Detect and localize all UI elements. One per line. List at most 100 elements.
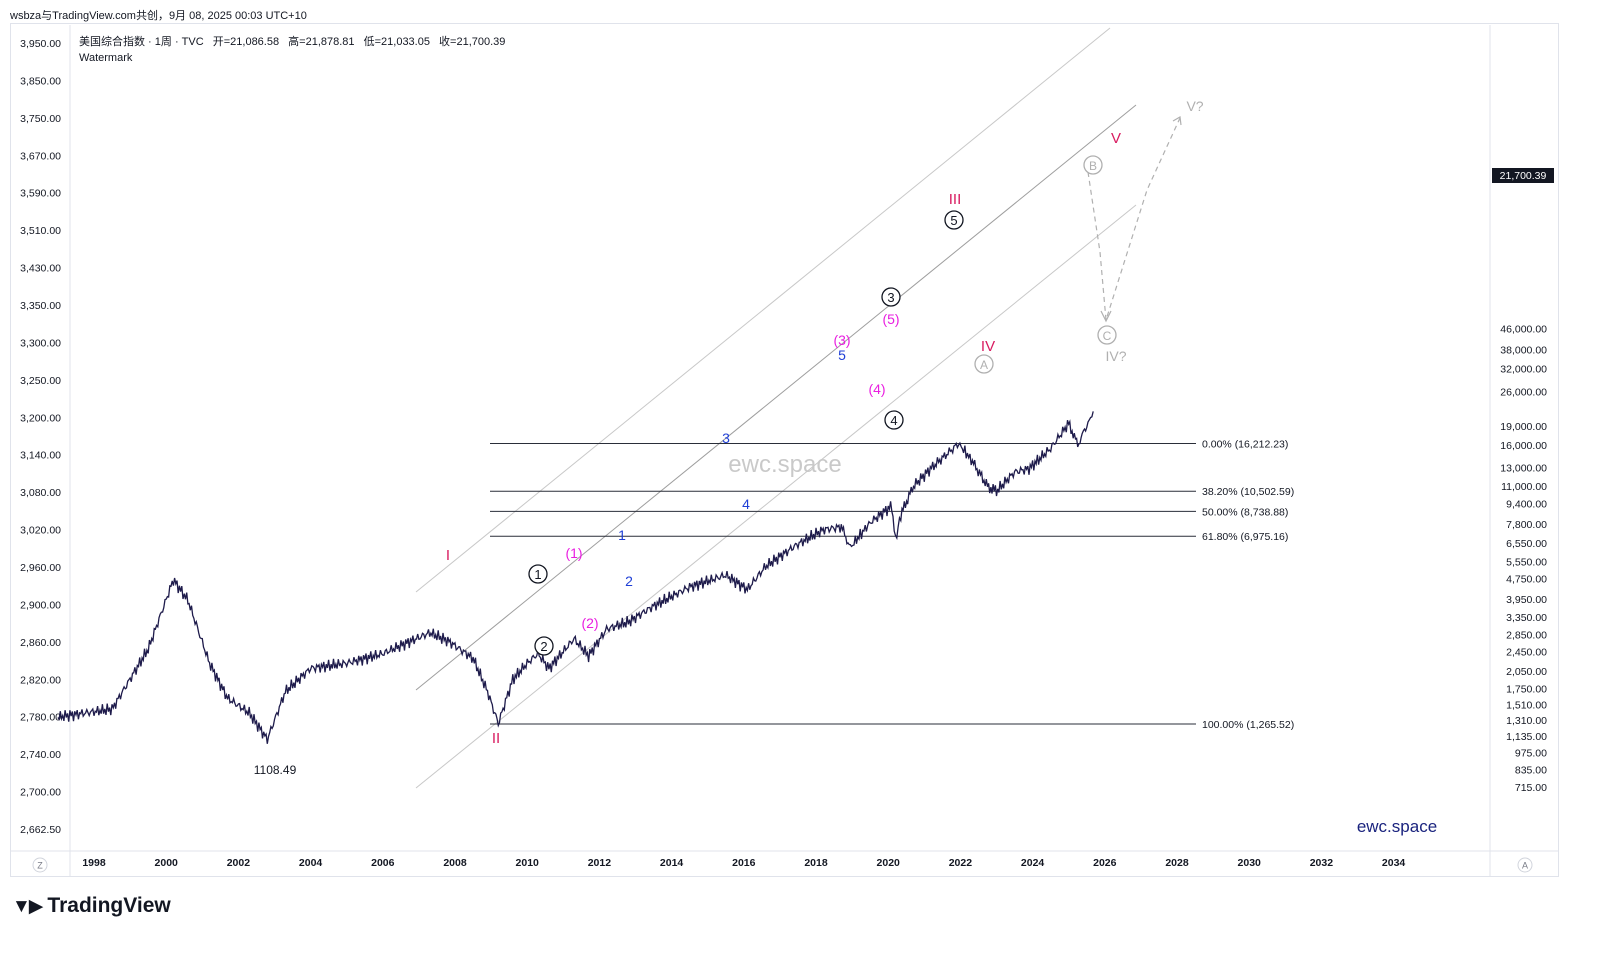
minor-wave-label: (2) <box>581 615 598 631</box>
right-axis-tick: 715.00 <box>1515 782 1547 794</box>
primary-wave-label: II <box>492 730 500 747</box>
right-axis-tick: 7,800.00 <box>1506 519 1547 531</box>
right-axis-tick: 5,550.00 <box>1506 556 1547 568</box>
minute-wave-label: 3 <box>722 430 730 446</box>
left-axis-tick: 3,300.00 <box>20 337 61 349</box>
log-scale-button-ring <box>32 857 48 873</box>
left-axis-tick: 3,350.00 <box>20 300 61 312</box>
right-axis-tick: 1,510.00 <box>1506 700 1547 712</box>
watermark-legend-label[interactable]: Watermark <box>79 52 133 64</box>
corrective-wave-label: C <box>1103 329 1112 343</box>
intermediate-wave-label: 1 <box>534 567 541 582</box>
minute-wave-label: 2 <box>625 573 633 589</box>
tradingview-logo-icon: ▼▶ <box>12 895 43 917</box>
time-axis-tick: 2000 <box>155 857 179 869</box>
right-axis-tick: 1,310.00 <box>1506 715 1547 727</box>
left-axis-tick: 3,670.00 <box>20 150 61 162</box>
primary-wave-label: I <box>446 547 450 564</box>
time-axis-tick: 2026 <box>1093 857 1117 869</box>
time-axis-tick: 2030 <box>1238 857 1262 869</box>
intermediate-wave-label: 4 <box>890 413 897 428</box>
right-axis-tick: 2,450.00 <box>1506 646 1547 658</box>
symbol-legend: 美国综合指数 · 1周 · TVC 开=21,086.58 高=21,878.8… <box>79 34 511 66</box>
trend-channel-line <box>415 27 1111 593</box>
minute-wave-label: 4 <box>742 496 750 512</box>
projection-arrow-up-icon <box>1172 116 1182 126</box>
intermediate-wave-circle <box>944 210 964 230</box>
time-axis-tick: 2024 <box>1021 857 1045 869</box>
corrective-wave-label: A <box>980 358 988 372</box>
time-axis-tick: 2020 <box>877 857 901 869</box>
trend-channel-line <box>415 104 1137 691</box>
auto-scale-button: A <box>1522 861 1528 871</box>
time-axis-tick: 2010 <box>516 857 540 869</box>
time-axis-tick: 2028 <box>1165 857 1189 869</box>
right-axis-tick: 26,000.00 <box>1500 386 1547 398</box>
minor-wave-label: (1) <box>565 545 582 561</box>
ohlc-low: 低=21,033.05 <box>363 36 430 48</box>
intermediate-wave-circle <box>881 287 901 307</box>
left-axis-tick: 3,140.00 <box>20 450 61 462</box>
right-axis-tick: 6,550.00 <box>1506 538 1547 550</box>
minor-wave-label: (5) <box>882 311 899 327</box>
projected-wave-iv-label: IV? <box>1105 348 1126 364</box>
minute-wave-label: 1 <box>618 527 626 543</box>
left-axis-tick: 3,850.00 <box>20 75 61 87</box>
time-axis-tick: 2008 <box>443 857 467 869</box>
fib-level-label: 0.00% (16,212.23) <box>1202 438 1288 450</box>
right-axis-tick: 32,000.00 <box>1500 364 1547 376</box>
left-axis-tick: 3,750.00 <box>20 113 61 125</box>
intermediate-wave-label: 2 <box>540 639 547 654</box>
intermediate-wave-label: 3 <box>887 290 894 305</box>
time-axis-tick: 1998 <box>82 857 106 869</box>
ohlc-open: 开=21,086.58 <box>212 36 280 48</box>
primary-wave-label: III <box>949 191 962 208</box>
right-axis-tick: 4,750.00 <box>1506 573 1547 585</box>
projection-path <box>1087 117 1181 321</box>
left-axis-tick: 3,950.00 <box>20 38 61 50</box>
left-axis-tick: 2,662.50 <box>20 824 61 836</box>
right-axis-tick: 13,000.00 <box>1500 463 1547 475</box>
time-axis-tick: 2018 <box>804 857 828 869</box>
watermark-text: ewc.space <box>728 451 841 478</box>
time-axis-tick: 2006 <box>371 857 395 869</box>
right-axis-tick: 3,950.00 <box>1506 594 1547 606</box>
left-axis-tick: 2,820.00 <box>20 674 61 686</box>
time-axis-tick: 2016 <box>732 857 756 869</box>
left-axis-tick: 2,700.00 <box>20 787 61 799</box>
right-axis-tick: 11,000.00 <box>1501 481 1547 493</box>
corrective-wave-label: B <box>1089 159 1097 173</box>
ewc-brand-label: ewc.space <box>1357 817 1437 836</box>
tradingview-brand[interactable]: ▼▶ TradingView <box>12 894 171 918</box>
left-axis-tick: 3,200.00 <box>20 412 61 424</box>
time-axis-tick: 2004 <box>299 857 323 869</box>
ohlc-close: 收=21,700.39 <box>439 36 506 48</box>
tradingview-brand-label: TradingView <box>47 894 171 917</box>
time-axis-tick: 2002 <box>227 857 251 869</box>
right-axis-tick: 1,750.00 <box>1506 683 1547 695</box>
fib-level-label: 100.00% (1,265.52) <box>1202 719 1294 731</box>
left-axis-tick: 3,020.00 <box>20 525 61 537</box>
fib-level-label: 61.80% (6,975.16) <box>1202 531 1288 543</box>
right-axis-tick: 835.00 <box>1515 765 1547 777</box>
left-axis-tick: 3,590.00 <box>20 188 61 200</box>
time-axis-tick: 2012 <box>588 857 612 869</box>
right-axis-tick: 1,135.00 <box>1506 731 1547 743</box>
intermediate-wave-circle <box>884 410 904 430</box>
right-axis-tick: 2,850.00 <box>1506 630 1547 642</box>
primary-wave-label: V <box>1111 130 1121 147</box>
intermediate-wave-label: 5 <box>950 213 957 228</box>
ohlc-high: 高=21,878.81 <box>288 36 355 48</box>
last-price-tag: 21,700.39 <box>1500 170 1547 182</box>
auto-scale-button-ring <box>1517 857 1533 873</box>
symbol-title[interactable]: 美国综合指数 · 1周 · TVC <box>79 36 204 48</box>
primary-wave-label: IV <box>981 338 995 355</box>
left-axis-tick: 3,430.00 <box>20 263 61 275</box>
chart-frame <box>10 23 1559 877</box>
intermediate-wave-circle <box>528 564 548 584</box>
trend-channel-line <box>415 204 1137 789</box>
cycle-low-label: 1108.49 <box>254 763 297 777</box>
right-axis-tick: 9,400.00 <box>1506 498 1547 510</box>
right-axis-tick: 46,000.00 <box>1500 324 1547 336</box>
